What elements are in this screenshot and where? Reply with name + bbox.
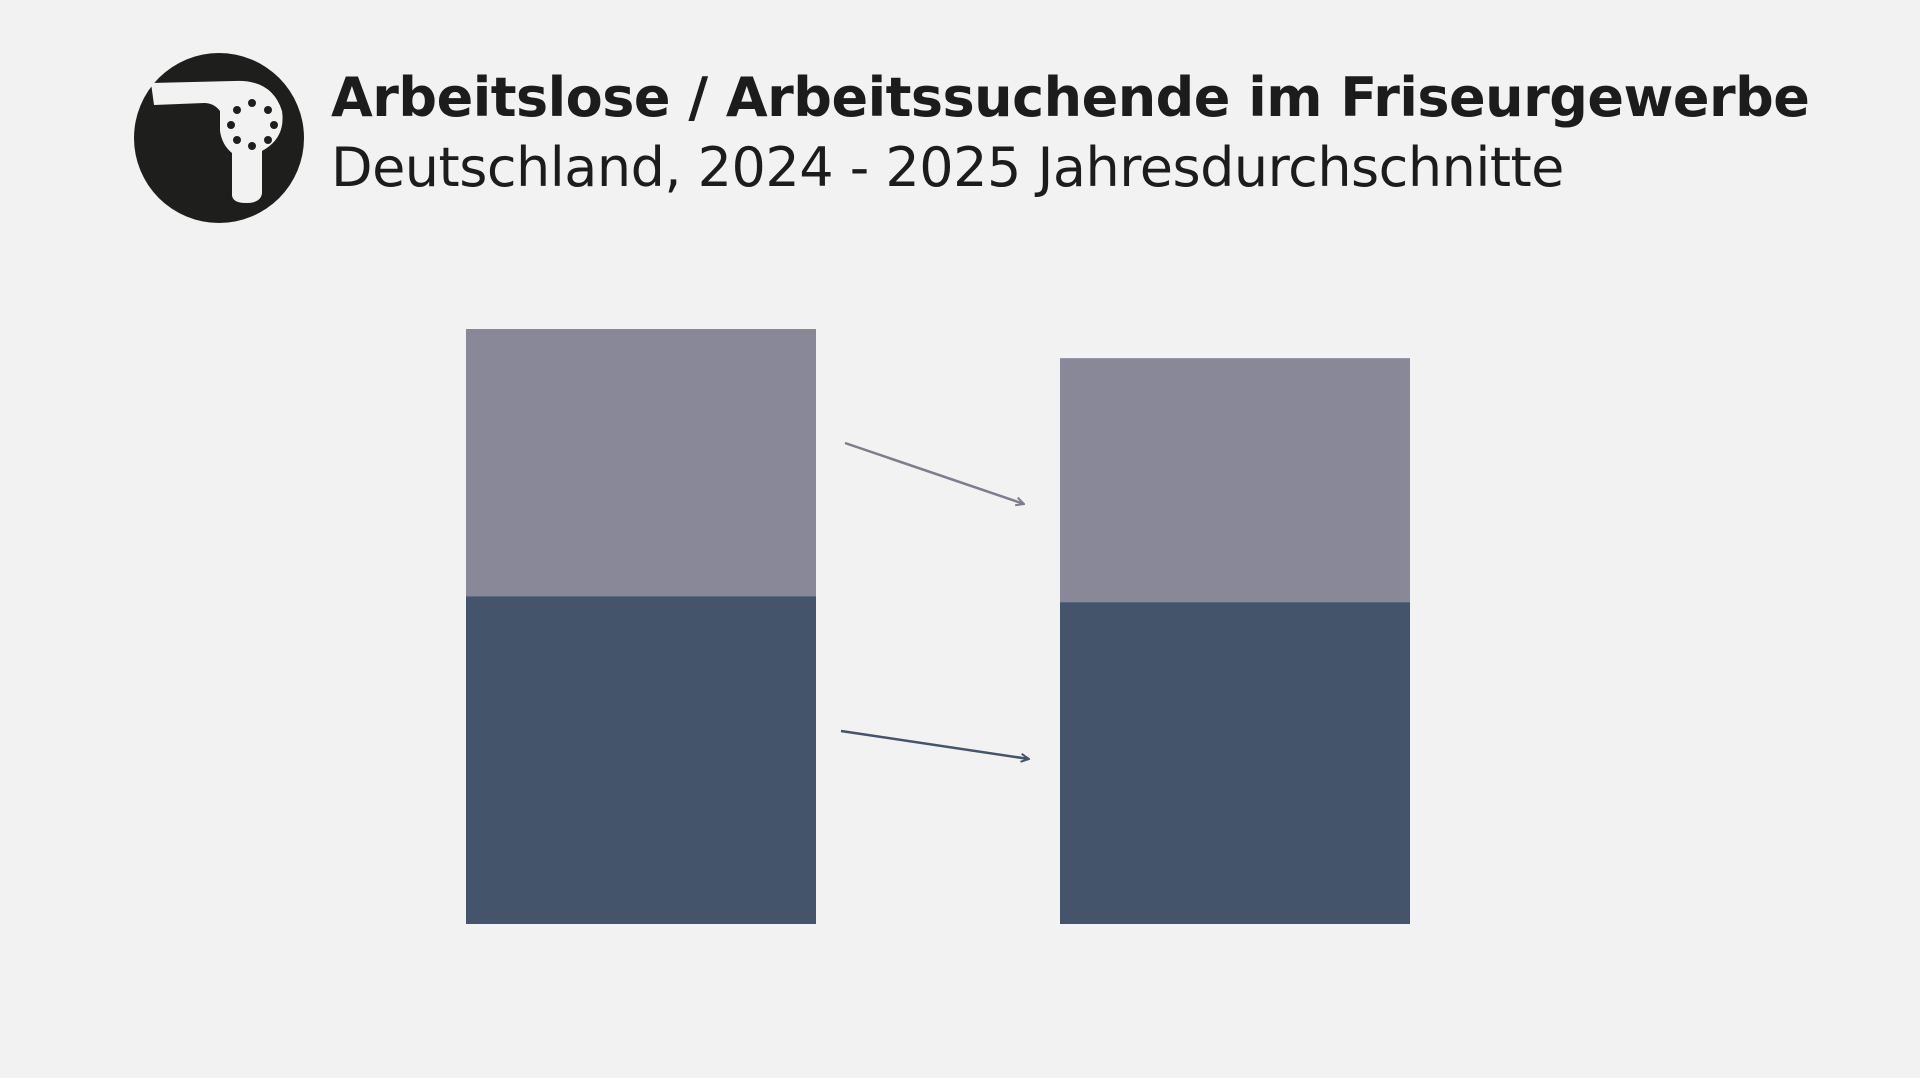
bar-2024-segment-0 <box>466 596 816 924</box>
bar-2024-segment-1 <box>466 329 816 597</box>
trend-arrow-top <box>844 441 1024 504</box>
hair-dryer-icon <box>134 53 304 223</box>
chart-title: Arbeitslose / Arbeitssuchende im Friseur… <box>331 66 1810 129</box>
bar-2025-segment-1 <box>1060 358 1410 603</box>
trend-arrow-bottom <box>840 729 1029 759</box>
chart-subtitle: Deutschland, 2024 - 2025 Jahresdurchschn… <box>331 136 1564 199</box>
bar-2025-segment-0 <box>1060 602 1410 924</box>
